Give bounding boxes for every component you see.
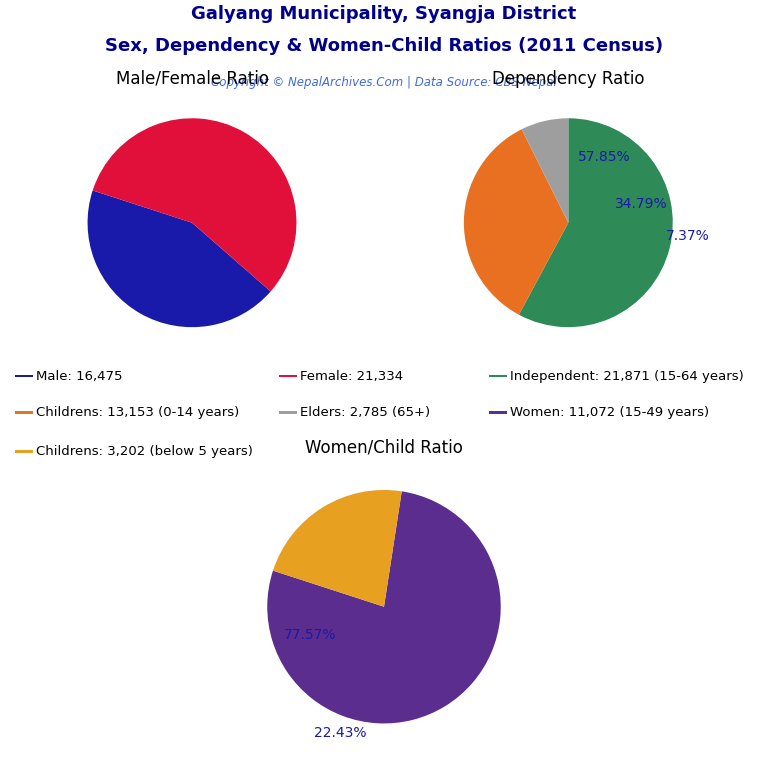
Text: Women: 11,072 (15-49 years): Women: 11,072 (15-49 years)	[511, 406, 710, 419]
Text: Copyright © NepalArchives.Com | Data Source: CBS Nepal: Copyright © NepalArchives.Com | Data Sou…	[211, 75, 557, 88]
Bar	[489, 375, 508, 377]
Text: 43.57%: 43.57%	[95, 220, 147, 234]
Bar	[15, 450, 33, 452]
Wedge shape	[521, 118, 568, 223]
Title: Male/Female Ratio: Male/Female Ratio	[115, 70, 269, 88]
Text: Male: 16,475: Male: 16,475	[36, 369, 123, 382]
Text: Childrens: 3,202 (below 5 years): Childrens: 3,202 (below 5 years)	[36, 445, 253, 458]
Text: Sex, Dependency & Women-Child Ratios (2011 Census): Sex, Dependency & Women-Child Ratios (20…	[105, 37, 663, 55]
Bar	[279, 375, 296, 377]
Title: Women/Child Ratio: Women/Child Ratio	[305, 439, 463, 456]
Text: 22.43%: 22.43%	[313, 727, 366, 740]
Title: Dependency Ratio: Dependency Ratio	[492, 70, 644, 88]
Text: 77.57%: 77.57%	[283, 628, 336, 642]
Text: Female: 21,334: Female: 21,334	[300, 369, 403, 382]
Bar	[15, 375, 33, 377]
Wedge shape	[93, 118, 296, 291]
Text: 7.37%: 7.37%	[666, 229, 710, 243]
Text: Independent: 21,871 (15-64 years): Independent: 21,871 (15-64 years)	[511, 369, 744, 382]
Wedge shape	[519, 118, 673, 327]
Text: Galyang Municipality, Syangja District: Galyang Municipality, Syangja District	[191, 5, 577, 22]
Wedge shape	[273, 490, 402, 607]
Text: Childrens: 13,153 (0-14 years): Childrens: 13,153 (0-14 years)	[36, 406, 240, 419]
Text: 56.43%: 56.43%	[124, 273, 177, 287]
Text: Elders: 2,785 (65+): Elders: 2,785 (65+)	[300, 406, 430, 419]
Wedge shape	[464, 129, 568, 315]
Text: 57.85%: 57.85%	[578, 150, 631, 164]
Bar	[15, 412, 33, 414]
Wedge shape	[88, 190, 270, 327]
Wedge shape	[267, 492, 501, 723]
Bar	[489, 412, 508, 414]
Text: 34.79%: 34.79%	[614, 197, 667, 210]
Bar	[279, 412, 296, 414]
